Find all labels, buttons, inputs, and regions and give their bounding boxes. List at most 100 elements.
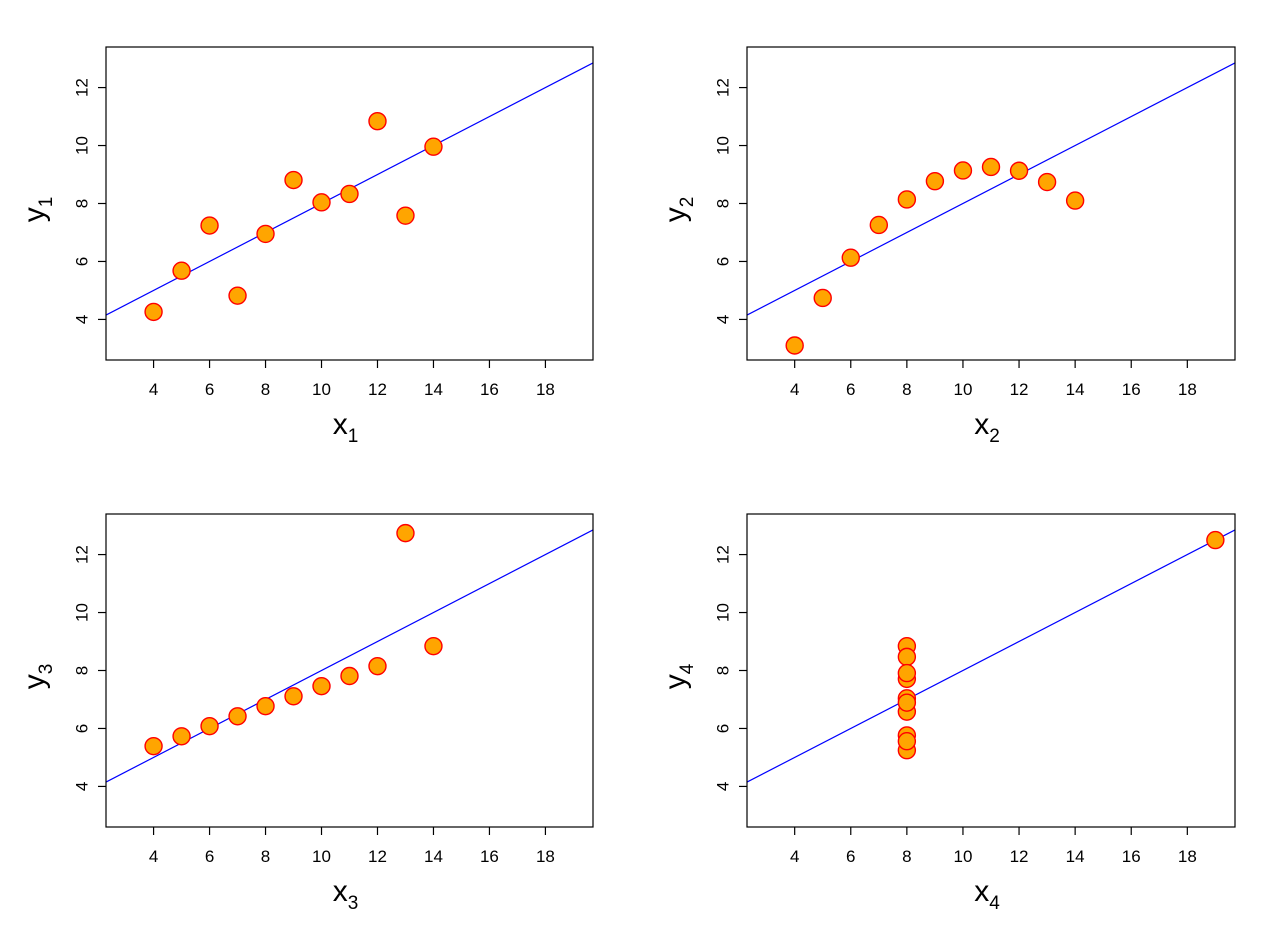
x-tick-label: 18	[1178, 847, 1197, 866]
y-tick-label: 10	[714, 603, 733, 622]
plot-frame	[746, 513, 1236, 828]
x-tick-label: 8	[902, 380, 911, 399]
x-tick-label: 16	[1122, 380, 1141, 399]
x-axis-label: x2	[974, 408, 1000, 447]
x-tick-label: 14	[1066, 847, 1085, 866]
x-tick-label: 10	[312, 380, 331, 399]
plot-frame	[746, 46, 1236, 361]
panel-3: 4 6 8 10 12 14 16 18 4 6 8 10 12 x3 y3	[18, 513, 594, 914]
data-point	[172, 727, 191, 746]
y-tick-label: 6	[714, 724, 733, 733]
panel-2: 4 6 8 10 12 14 16 18 4 6 8 10 12 x2 y2	[659, 46, 1236, 447]
x-axis-label: x4	[974, 875, 1000, 914]
y-tick-label: 4	[73, 315, 92, 324]
data-point	[256, 224, 275, 244]
x-tick-label: 4	[790, 380, 799, 399]
data-point	[284, 170, 303, 190]
x-tick-label: 6	[846, 847, 855, 866]
x-tick-label: 18	[536, 380, 555, 399]
x-tick-label: 12	[1010, 380, 1029, 399]
data-point	[228, 286, 247, 305]
data-point	[368, 656, 387, 676]
x-tick-label: 18	[536, 847, 555, 866]
y-tick-label: 8	[714, 666, 733, 675]
plot-frame	[105, 46, 594, 361]
panel-1: 4 6 8 10 12 14 16 18 4 6 8 10 12 x1 y1	[18, 46, 594, 447]
y-tick-label: 6	[714, 257, 733, 266]
data-point	[925, 171, 945, 191]
data-point	[368, 111, 387, 131]
x-axis-label: x3	[333, 875, 359, 914]
y-tick-label: 10	[73, 603, 92, 622]
x-tick-label: 14	[1066, 380, 1085, 399]
data-point	[1009, 161, 1029, 180]
x-tick-label: 8	[261, 847, 270, 866]
y-tick-label: 4	[73, 782, 92, 791]
y-tick-label: 12	[73, 545, 92, 564]
x-tick-label: 16	[480, 847, 499, 866]
data-point	[897, 693, 917, 712]
x-axis-label: x1	[333, 408, 359, 447]
y-axis-label: y3	[18, 664, 57, 690]
data-point	[1206, 530, 1225, 550]
x-tick-label: 14	[424, 847, 443, 866]
data-point	[785, 336, 804, 355]
y-tick-label: 10	[73, 136, 92, 155]
data-point	[256, 696, 275, 716]
data-point	[144, 302, 163, 322]
y-tick-label: 12	[714, 78, 733, 97]
x-tick-label: 12	[368, 847, 387, 866]
data-point	[1065, 191, 1085, 210]
data-point	[424, 636, 443, 656]
x-tick-label: 4	[790, 847, 799, 866]
data-point	[813, 288, 832, 308]
y-axis-label: y4	[659, 663, 698, 689]
x-tick-label: 10	[312, 847, 331, 866]
data-point	[981, 157, 1001, 177]
data-point	[340, 184, 359, 204]
y-axis-label: y2	[659, 197, 698, 223]
x-tick-label: 14	[424, 380, 443, 399]
panel-4: 4 6 8 10 12 14 16 18 4 6 8 10 12 x4 y4	[659, 513, 1236, 914]
data-point	[424, 137, 443, 156]
regression-line	[747, 529, 1235, 783]
regression-line	[747, 62, 1235, 316]
data-point	[897, 732, 917, 751]
data-point	[200, 716, 219, 736]
x-tick-label: 16	[480, 380, 499, 399]
x-tick-label: 16	[1122, 847, 1141, 866]
data-point	[172, 261, 191, 280]
data-point	[869, 215, 889, 235]
data-point	[953, 161, 973, 180]
y-tick-label: 4	[714, 315, 733, 324]
data-point	[396, 523, 415, 543]
y-tick-label: 12	[73, 78, 92, 97]
x-tick-label: 10	[953, 380, 972, 399]
data-point	[284, 687, 303, 706]
data-point	[312, 676, 331, 696]
data-point	[228, 707, 247, 726]
data-point	[841, 248, 860, 267]
y-tick-label: 8	[73, 199, 92, 208]
y-tick-label: 10	[714, 136, 733, 155]
x-tick-label: 8	[902, 847, 911, 866]
x-tick-label: 12	[1010, 847, 1029, 866]
data-point	[897, 647, 917, 667]
data-point	[897, 663, 917, 683]
data-point	[396, 206, 415, 225]
x-tick-label: 6	[205, 847, 214, 866]
y-tick-label: 4	[714, 782, 733, 791]
x-tick-label: 10	[953, 847, 972, 866]
data-point	[312, 193, 331, 212]
y-tick-label: 12	[714, 545, 733, 564]
x-tick-label: 6	[205, 380, 214, 399]
data-point	[1037, 172, 1057, 192]
y-tick-label: 6	[73, 724, 92, 733]
y-tick-label: 6	[73, 257, 92, 266]
x-tick-label: 6	[846, 380, 855, 399]
x-tick-label: 12	[368, 380, 387, 399]
x-tick-label: 4	[149, 847, 158, 866]
x-tick-label: 4	[149, 380, 158, 399]
